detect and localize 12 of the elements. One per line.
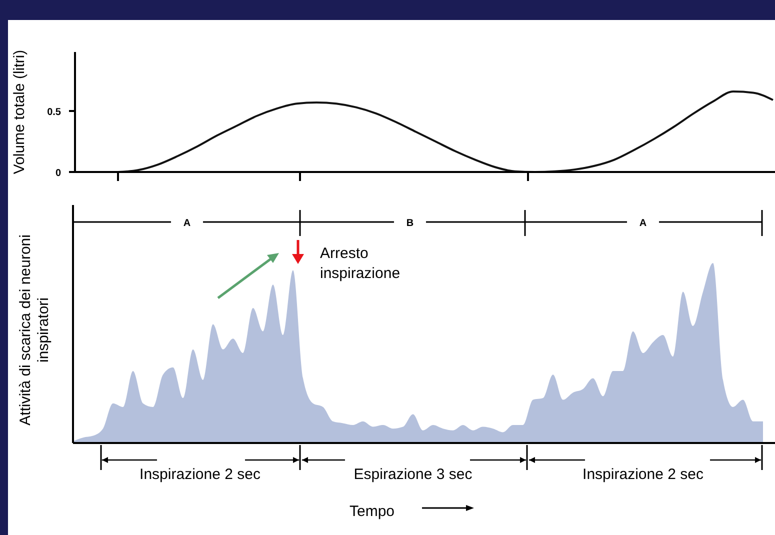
- text: A: [183, 218, 191, 229]
- text: A: [639, 218, 647, 229]
- text: Inspirazione 2 sec: [582, 466, 704, 483]
- text: Inspirazione 2 sec: [140, 466, 261, 483]
- annotation: Arresto inspirazione: [320, 245, 400, 282]
- text: Espirazione 3 sec: [354, 466, 473, 483]
- y-tick-label: 0: [55, 168, 62, 179]
- y-axis-title: Volume totale (litri): [11, 50, 28, 174]
- y-tick-label: 0.5: [47, 107, 62, 118]
- x-axis-title: Tempo: [349, 503, 395, 520]
- y-axis-title: Attività di scarica dei neuroni inspiratori: [17, 234, 52, 426]
- text: B: [406, 218, 414, 229]
